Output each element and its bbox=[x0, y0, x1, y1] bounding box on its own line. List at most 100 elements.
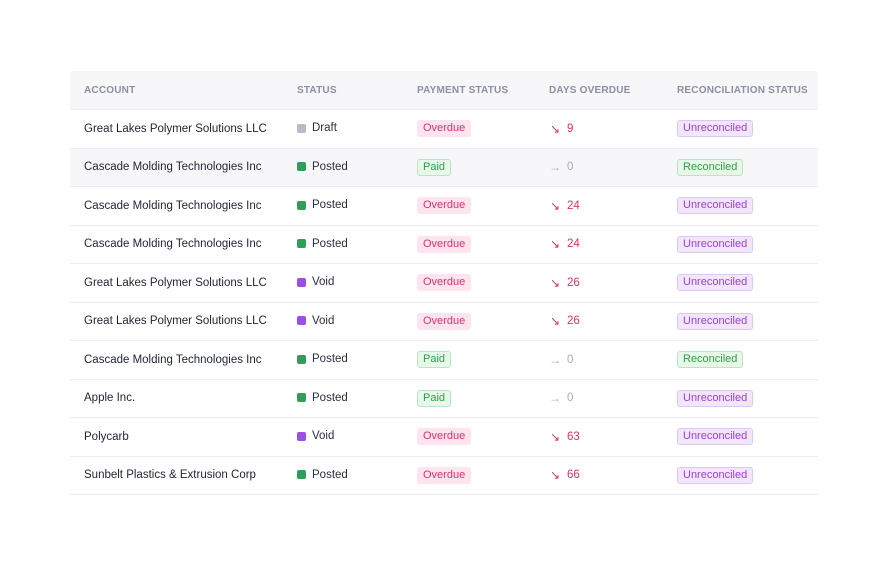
cell-status: Posted bbox=[284, 456, 404, 495]
arrow-down-right-icon: ↘ bbox=[549, 429, 561, 444]
invoices-table: ACCOUNT STATUS PAYMENT STATUS DAYS OVERD… bbox=[70, 71, 818, 495]
table-row[interactable]: Polycarb Void Overdue ↘ 63 Unreconciled bbox=[70, 417, 818, 457]
cell-account: Apple Inc. bbox=[70, 379, 284, 418]
column-header-status[interactable]: STATUS bbox=[284, 71, 404, 110]
cell-account: Great Lakes Polymer Solutions LLC bbox=[70, 263, 284, 303]
status-indicator: Void bbox=[297, 315, 334, 327]
days-overdue-indicator: ↘ 9 bbox=[549, 122, 573, 136]
arrow-down-right-icon: ↘ bbox=[549, 237, 561, 252]
cell-status: Void bbox=[284, 417, 404, 457]
reconciliation-status-badge: Unreconciled bbox=[677, 466, 754, 484]
status-dot-icon bbox=[297, 431, 306, 441]
cell-reconciliation-status: Unreconciled bbox=[664, 186, 818, 226]
column-header-reconciliation-status[interactable]: RECONCILIATION STATUS bbox=[664, 71, 818, 110]
column-header-payment-status[interactable]: PAYMENT STATUS bbox=[404, 71, 536, 110]
cell-days-overdue: → 0 bbox=[536, 379, 664, 418]
account-name: Great Lakes Polymer Solutions LLC bbox=[84, 276, 267, 289]
days-overdue-indicator: → 0 bbox=[549, 160, 573, 174]
arrow-down-right-icon: ↘ bbox=[549, 468, 561, 483]
reconciliation-status-badge: Unreconciled bbox=[677, 312, 754, 330]
days-overdue-indicator: → 0 bbox=[549, 391, 573, 405]
arrow-down-right-icon: ↘ bbox=[549, 275, 561, 290]
cell-status: Posted bbox=[284, 379, 404, 418]
cell-status: Void bbox=[284, 302, 404, 341]
arrow-right-icon: → bbox=[549, 391, 561, 406]
cell-reconciliation-status: Unreconciled bbox=[664, 379, 818, 418]
cell-days-overdue: ↘ 66 bbox=[536, 456, 664, 495]
cell-status: Void bbox=[284, 263, 404, 303]
status-indicator: Posted bbox=[297, 199, 348, 211]
cell-reconciliation-status: Unreconciled bbox=[664, 417, 818, 457]
table-row[interactable]: Great Lakes Polymer Solutions LLC Void O… bbox=[70, 263, 818, 303]
account-name: Cascade Molding Technologies Inc bbox=[84, 199, 262, 212]
status-indicator: Posted bbox=[297, 392, 348, 404]
days-overdue-value: 0 bbox=[567, 353, 574, 366]
arrow-right-icon: → bbox=[549, 160, 561, 175]
days-overdue-indicator: → 0 bbox=[549, 353, 573, 367]
status-indicator: Posted bbox=[297, 161, 348, 173]
status-label: Posted bbox=[312, 391, 348, 404]
cell-reconciliation-status: Unreconciled bbox=[664, 225, 818, 264]
days-overdue-value: 24 bbox=[567, 199, 580, 212]
status-label: Void bbox=[312, 276, 335, 288]
cell-account: Cascade Molding Technologies Inc bbox=[70, 225, 284, 264]
cell-status: Draft bbox=[284, 109, 404, 149]
status-dot-icon bbox=[297, 354, 306, 364]
reconciliation-status-badge: Unreconciled bbox=[677, 120, 754, 138]
table-row[interactable]: Cascade Molding Technologies Inc Posted … bbox=[70, 340, 818, 380]
days-overdue-value: 9 bbox=[567, 122, 574, 135]
cell-status: Posted bbox=[284, 148, 404, 187]
account-name: Cascade Molding Technologies Inc bbox=[84, 238, 262, 251]
cell-status: Posted bbox=[284, 186, 404, 226]
cell-payment-status: Overdue bbox=[404, 186, 536, 226]
status-dot-icon bbox=[297, 200, 306, 210]
invoices-table-container: ACCOUNT STATUS PAYMENT STATUS DAYS OVERD… bbox=[70, 71, 818, 495]
cell-payment-status: Overdue bbox=[404, 225, 536, 264]
table-row[interactable]: Great Lakes Polymer Solutions LLC Draft … bbox=[70, 109, 818, 149]
days-overdue-value: 24 bbox=[567, 238, 580, 251]
status-dot-icon bbox=[297, 277, 306, 287]
status-indicator: Void bbox=[297, 276, 334, 288]
cell-days-overdue: ↘ 24 bbox=[536, 186, 664, 226]
account-name: Great Lakes Polymer Solutions LLC bbox=[84, 315, 267, 328]
account-name: Great Lakes Polymer Solutions LLC bbox=[84, 122, 267, 135]
cell-reconciliation-status: Reconciled bbox=[664, 148, 818, 187]
cell-account: Great Lakes Polymer Solutions LLC bbox=[70, 302, 284, 341]
status-dot-icon bbox=[297, 470, 306, 479]
cell-days-overdue: ↘ 9 bbox=[536, 109, 664, 149]
arrow-down-right-icon: ↘ bbox=[549, 198, 561, 213]
cell-reconciliation-status: Unreconciled bbox=[664, 263, 818, 303]
status-dot-icon bbox=[297, 393, 306, 402]
days-overdue-indicator: ↘ 24 bbox=[549, 199, 580, 213]
table-row[interactable]: Great Lakes Polymer Solutions LLC Void O… bbox=[70, 302, 818, 341]
days-overdue-value: 0 bbox=[567, 161, 574, 174]
cell-reconciliation-status: Unreconciled bbox=[664, 302, 818, 341]
table-row[interactable]: Cascade Molding Technologies Inc Posted … bbox=[70, 225, 818, 264]
table-row[interactable]: Apple Inc. Posted Paid → 0 Unreconciled bbox=[70, 379, 818, 418]
arrow-down-right-icon: ↘ bbox=[549, 314, 561, 329]
payment-status-badge: Overdue bbox=[417, 235, 472, 253]
reconciliation-status-badge: Unreconciled bbox=[677, 197, 754, 215]
cell-account: Cascade Molding Technologies Inc bbox=[70, 340, 284, 380]
cell-status: Posted bbox=[284, 340, 404, 380]
cell-account: Polycarb bbox=[70, 417, 284, 457]
days-overdue-indicator: ↘ 26 bbox=[549, 276, 580, 290]
cell-payment-status: Overdue bbox=[404, 109, 536, 149]
column-header-account[interactable]: ACCOUNT bbox=[70, 71, 284, 110]
cell-payment-status: Paid bbox=[404, 379, 536, 418]
payment-status-badge: Overdue bbox=[417, 197, 472, 215]
cell-account: Cascade Molding Technologies Inc bbox=[70, 148, 284, 187]
cell-reconciliation-status: Unreconciled bbox=[664, 456, 818, 495]
account-name: Cascade Molding Technologies Inc bbox=[84, 161, 262, 174]
table-row[interactable]: Sunbelt Plastics & Extrusion Corp Posted… bbox=[70, 456, 818, 495]
cell-reconciliation-status: Unreconciled bbox=[664, 109, 818, 149]
status-label: Posted bbox=[312, 353, 348, 365]
column-header-days-overdue[interactable]: DAYS OVERDUE bbox=[536, 71, 664, 110]
table-row[interactable]: Cascade Molding Technologies Inc Posted … bbox=[70, 148, 818, 187]
cell-account: Cascade Molding Technologies Inc bbox=[70, 186, 284, 226]
status-dot-icon bbox=[297, 239, 306, 248]
days-overdue-indicator: ↘ 63 bbox=[549, 430, 580, 444]
table-row[interactable]: Cascade Molding Technologies Inc Posted … bbox=[70, 186, 818, 226]
cell-payment-status: Overdue bbox=[404, 456, 536, 495]
status-dot-icon bbox=[297, 316, 306, 325]
